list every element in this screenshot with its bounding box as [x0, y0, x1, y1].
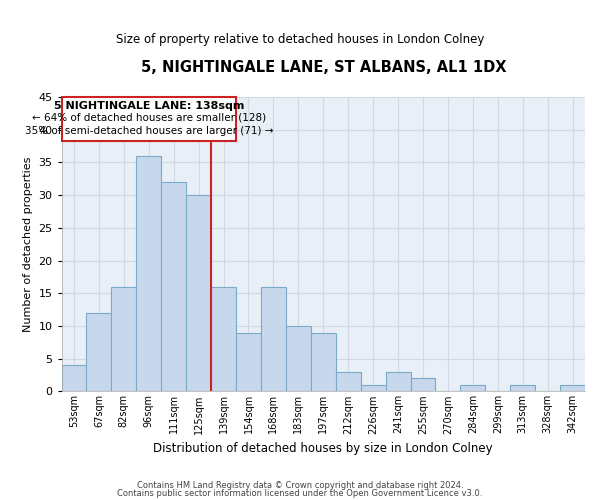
- Text: ← 64% of detached houses are smaller (128): ← 64% of detached houses are smaller (12…: [32, 113, 266, 123]
- Text: 35% of semi-detached houses are larger (71) →: 35% of semi-detached houses are larger (…: [25, 126, 273, 136]
- Bar: [560, 385, 585, 392]
- Bar: [261, 286, 286, 392]
- Bar: [286, 326, 311, 392]
- Bar: [311, 332, 336, 392]
- Bar: [460, 385, 485, 392]
- Bar: [86, 313, 112, 392]
- Title: 5, NIGHTINGALE LANE, ST ALBANS, AL1 1DX: 5, NIGHTINGALE LANE, ST ALBANS, AL1 1DX: [140, 60, 506, 75]
- Bar: [62, 365, 86, 392]
- Bar: [336, 372, 361, 392]
- Text: Size of property relative to detached houses in London Colney: Size of property relative to detached ho…: [116, 32, 484, 46]
- X-axis label: Distribution of detached houses by size in London Colney: Distribution of detached houses by size …: [154, 442, 493, 455]
- Bar: [136, 156, 161, 392]
- Text: Contains public sector information licensed under the Open Government Licence v3: Contains public sector information licen…: [118, 488, 482, 498]
- Bar: [161, 182, 186, 392]
- Bar: [410, 378, 436, 392]
- Bar: [112, 286, 136, 392]
- Text: 5 NIGHTINGALE LANE: 138sqm: 5 NIGHTINGALE LANE: 138sqm: [54, 100, 244, 110]
- Bar: [186, 195, 211, 392]
- FancyBboxPatch shape: [62, 97, 236, 142]
- Bar: [386, 372, 410, 392]
- Bar: [510, 385, 535, 392]
- Bar: [211, 286, 236, 392]
- Text: Contains HM Land Registry data © Crown copyright and database right 2024.: Contains HM Land Registry data © Crown c…: [137, 481, 463, 490]
- Bar: [361, 385, 386, 392]
- Bar: [236, 332, 261, 392]
- Y-axis label: Number of detached properties: Number of detached properties: [23, 156, 33, 332]
